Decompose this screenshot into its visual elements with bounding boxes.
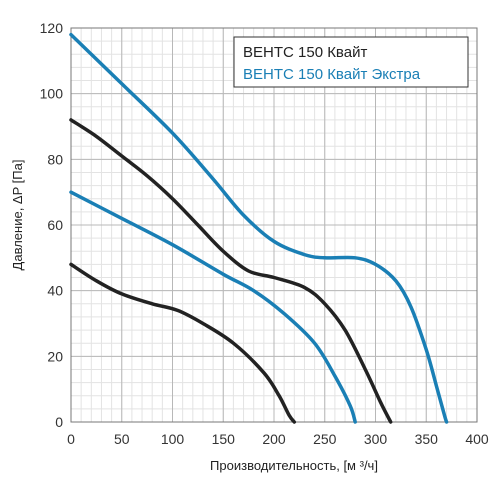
y-tick-label: 40 — [47, 283, 63, 299]
x-axis-title: Производительность, [м ³/ч] — [210, 458, 378, 473]
series-line-0 — [69, 262, 297, 424]
y-axis-title: Давление, ΔP [Па] — [10, 160, 25, 271]
y-tick-label: 20 — [47, 348, 63, 364]
series-line-1 — [69, 190, 357, 424]
x-tick-label: 400 — [465, 431, 489, 447]
x-tick-label: 300 — [364, 431, 388, 447]
axes: 0 50 100 150 200 250 300 350 400 0 20 40 60 80 100 120 — [40, 20, 489, 447]
grid — [70, 27, 478, 423]
legend: ВЕНТС 150 Квайт ВЕНТС 150 Квайт Экстра — [233, 36, 469, 88]
y-tick-label: 120 — [40, 20, 64, 36]
y-tick-label: 60 — [47, 217, 63, 233]
x-tick-label: 200 — [262, 431, 286, 447]
x-tick-label: 100 — [161, 431, 185, 447]
plot-frame — [70, 27, 478, 423]
y-tick-label: 80 — [47, 151, 63, 167]
x-tick-label: 0 — [67, 431, 75, 447]
x-tick-label: 50 — [114, 431, 130, 447]
x-tick-label: 350 — [415, 431, 439, 447]
x-tick-label: 150 — [212, 431, 236, 447]
series-layer — [69, 32, 449, 424]
legend-entry-0: ВЕНТС 150 Квайт — [243, 44, 367, 61]
x-tick-label: 250 — [313, 431, 337, 447]
legend-box — [233, 36, 469, 88]
series-line-2 — [69, 118, 393, 424]
y-tick-label: 100 — [40, 86, 64, 102]
y-tick-label: 0 — [55, 414, 63, 430]
series-line-3 — [69, 32, 449, 424]
legend-entry-1: ВЕНТС 150 Квайт Экстра — [243, 66, 421, 83]
